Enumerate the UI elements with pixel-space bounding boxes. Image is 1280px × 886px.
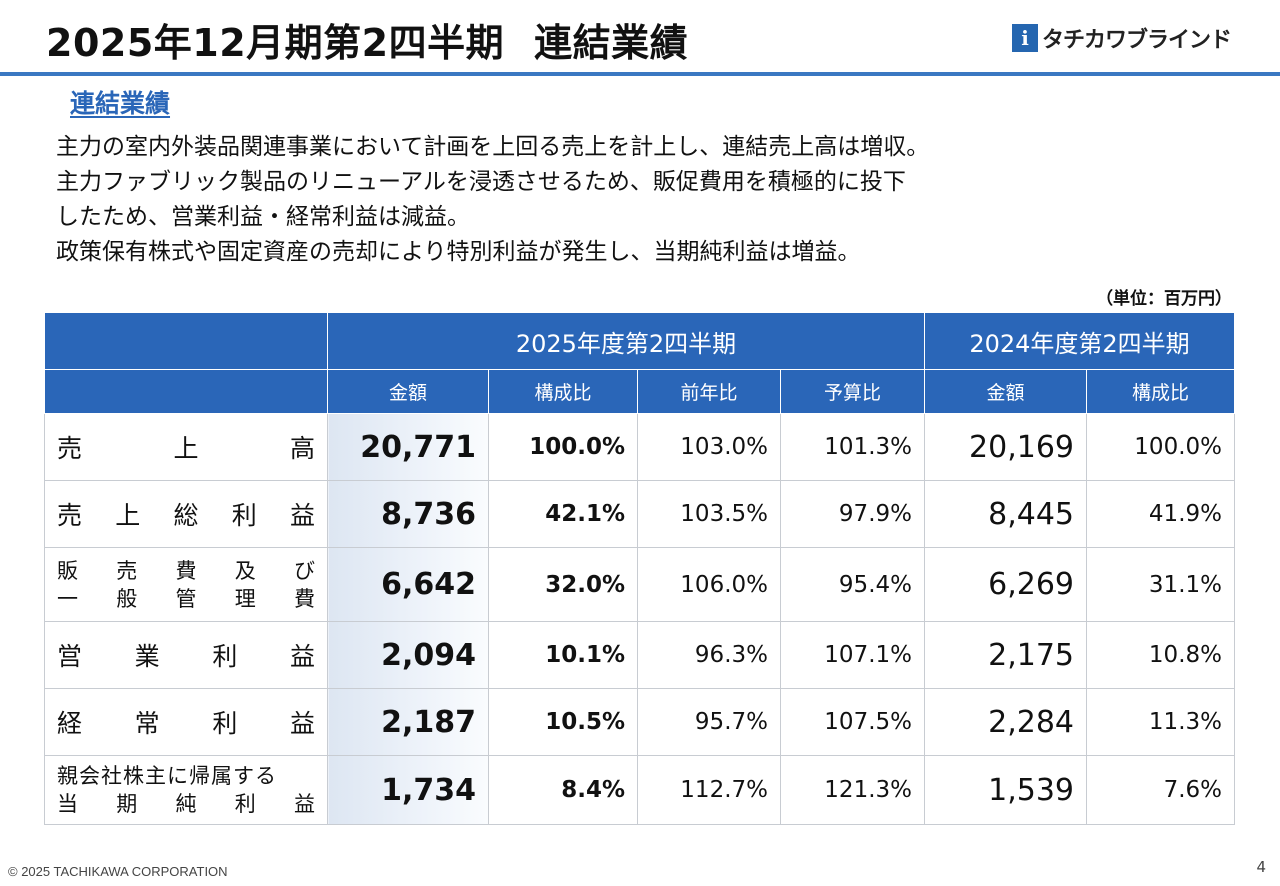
prior-ratio-cell: 100.0% bbox=[1086, 413, 1235, 481]
company-logo: i タチカワブラインド bbox=[1012, 22, 1232, 54]
amount-cell: 2,094 bbox=[327, 621, 489, 689]
amount-cell: 6,642 bbox=[327, 547, 489, 622]
ratio-cell: 100.0% bbox=[488, 413, 638, 481]
subheader-amount: 金額 bbox=[327, 369, 489, 414]
yoy-cell: 96.3% bbox=[637, 621, 781, 689]
page-title-topic: 連結業績 bbox=[534, 21, 689, 65]
table-row: 販売費及び 一般管理費 6,642 32.0% 106.0% 95.4% 6,2… bbox=[44, 547, 1235, 622]
yoy-cell: 103.0% bbox=[637, 413, 781, 481]
ratio-cell: 8.4% bbox=[488, 755, 638, 825]
prior-ratio-cell: 10.8% bbox=[1086, 621, 1235, 689]
yoy-cell: 95.7% bbox=[637, 688, 781, 756]
summary-line: 政策保有株式や固定資産の売却により特別利益が発生し、当期純利益は増益。 bbox=[56, 239, 861, 265]
header-prior-period: 2024年度第2四半期 bbox=[924, 312, 1235, 370]
logo-mark-icon: i bbox=[1012, 24, 1038, 52]
subheader-prior-amount: 金額 bbox=[924, 369, 1087, 414]
prior-amount-cell: 2,284 bbox=[924, 688, 1087, 756]
prior-ratio-cell: 41.9% bbox=[1086, 480, 1235, 548]
subheader-ratio: 構成比 bbox=[488, 369, 638, 414]
row-label-net-sales: 売上高 bbox=[44, 413, 328, 481]
row-label-gross-profit: 売上総利益 bbox=[44, 480, 328, 548]
header-blank-cell bbox=[44, 312, 328, 370]
amount-cell: 8,736 bbox=[327, 480, 489, 548]
row-label-sga: 販売費及び 一般管理費 bbox=[44, 547, 328, 622]
table-header-row: 2025年度第2四半期 2024年度第2四半期 bbox=[44, 312, 1235, 370]
prior-ratio-cell: 31.1% bbox=[1086, 547, 1235, 622]
consolidated-results-table: 2025年度第2四半期 2024年度第2四半期 金額 構成比 前年比 予算比 金… bbox=[44, 312, 1235, 825]
summary-line: 主力の室内外装品関連事業において計画を上回る売上を計上し、連結売上高は増収。 bbox=[56, 134, 930, 160]
ratio-cell: 10.1% bbox=[488, 621, 638, 689]
unit-note: （単位：百万円） bbox=[1096, 289, 1232, 309]
page-title-period: 2025年12月期第2四半期 bbox=[46, 21, 505, 65]
prior-amount-cell: 6,269 bbox=[924, 547, 1087, 622]
summary-text: 主力の室内外装品関連事業において計画を上回る売上を計上し、連結売上高は増収。 主… bbox=[56, 130, 929, 270]
table-row: 売上総利益 8,736 42.1% 103.5% 97.9% 8,445 41.… bbox=[44, 480, 1235, 548]
summary-line: したため、営業利益・経常利益は減益。 bbox=[56, 204, 470, 230]
table-row: 売上高 20,771 100.0% 103.0% 101.3% 20,169 1… bbox=[44, 413, 1235, 481]
row-label-net-income: 親会社株主に帰属する 当期純利益 bbox=[44, 755, 328, 825]
section-title: 連結業績 bbox=[70, 89, 171, 118]
page-number: 4 bbox=[1256, 858, 1266, 876]
prior-amount-cell: 8,445 bbox=[924, 480, 1087, 548]
table-row: 営業利益 2,094 10.1% 96.3% 107.1% 2,175 10.8… bbox=[44, 621, 1235, 689]
budget-cell: 97.9% bbox=[780, 480, 925, 548]
copyright-footer: © 2025 TACHIKAWA CORPORATION bbox=[8, 864, 228, 879]
table-subheader-row: 金額 構成比 前年比 予算比 金額 構成比 bbox=[44, 369, 1235, 414]
ratio-cell: 10.5% bbox=[488, 688, 638, 756]
budget-cell: 95.4% bbox=[780, 547, 925, 622]
yoy-cell: 103.5% bbox=[637, 480, 781, 548]
subheader-budget: 予算比 bbox=[780, 369, 925, 414]
summary-line: 主力ファブリック製品のリニューアルを浸透させるため、販促費用を積極的に投下 bbox=[56, 169, 906, 195]
prior-ratio-cell: 7.6% bbox=[1086, 755, 1235, 825]
page-title: 2025年12月期第2四半期 連結業績 bbox=[46, 12, 688, 67]
ratio-cell: 42.1% bbox=[488, 480, 638, 548]
yoy-cell: 106.0% bbox=[637, 547, 781, 622]
amount-cell: 1,734 bbox=[327, 755, 489, 825]
row-label-operating-income: 営業利益 bbox=[44, 621, 328, 689]
budget-cell: 107.5% bbox=[780, 688, 925, 756]
row-label-ordinary-income: 経常利益 bbox=[44, 688, 328, 756]
budget-cell: 107.1% bbox=[780, 621, 925, 689]
subheader-yoy: 前年比 bbox=[637, 369, 781, 414]
yoy-cell: 112.7% bbox=[637, 755, 781, 825]
subheader-blank-cell bbox=[44, 369, 328, 414]
ratio-cell: 32.0% bbox=[488, 547, 638, 622]
prior-amount-cell: 1,539 bbox=[924, 755, 1087, 825]
amount-cell: 2,187 bbox=[327, 688, 489, 756]
header-current-period: 2025年度第2四半期 bbox=[327, 312, 925, 370]
budget-cell: 101.3% bbox=[780, 413, 925, 481]
logo-text: タチカワブラインド bbox=[1042, 28, 1232, 53]
amount-cell: 20,771 bbox=[327, 413, 489, 481]
prior-ratio-cell: 11.3% bbox=[1086, 688, 1235, 756]
table-row: 経常利益 2,187 10.5% 95.7% 107.5% 2,284 11.3… bbox=[44, 688, 1235, 756]
prior-amount-cell: 2,175 bbox=[924, 621, 1087, 689]
budget-cell: 121.3% bbox=[780, 755, 925, 825]
prior-amount-cell: 20,169 bbox=[924, 413, 1087, 481]
subheader-prior-ratio: 構成比 bbox=[1086, 369, 1235, 414]
header-divider bbox=[0, 72, 1280, 76]
table-row: 親会社株主に帰属する 当期純利益 1,734 8.4% 112.7% 121.3… bbox=[44, 755, 1235, 825]
